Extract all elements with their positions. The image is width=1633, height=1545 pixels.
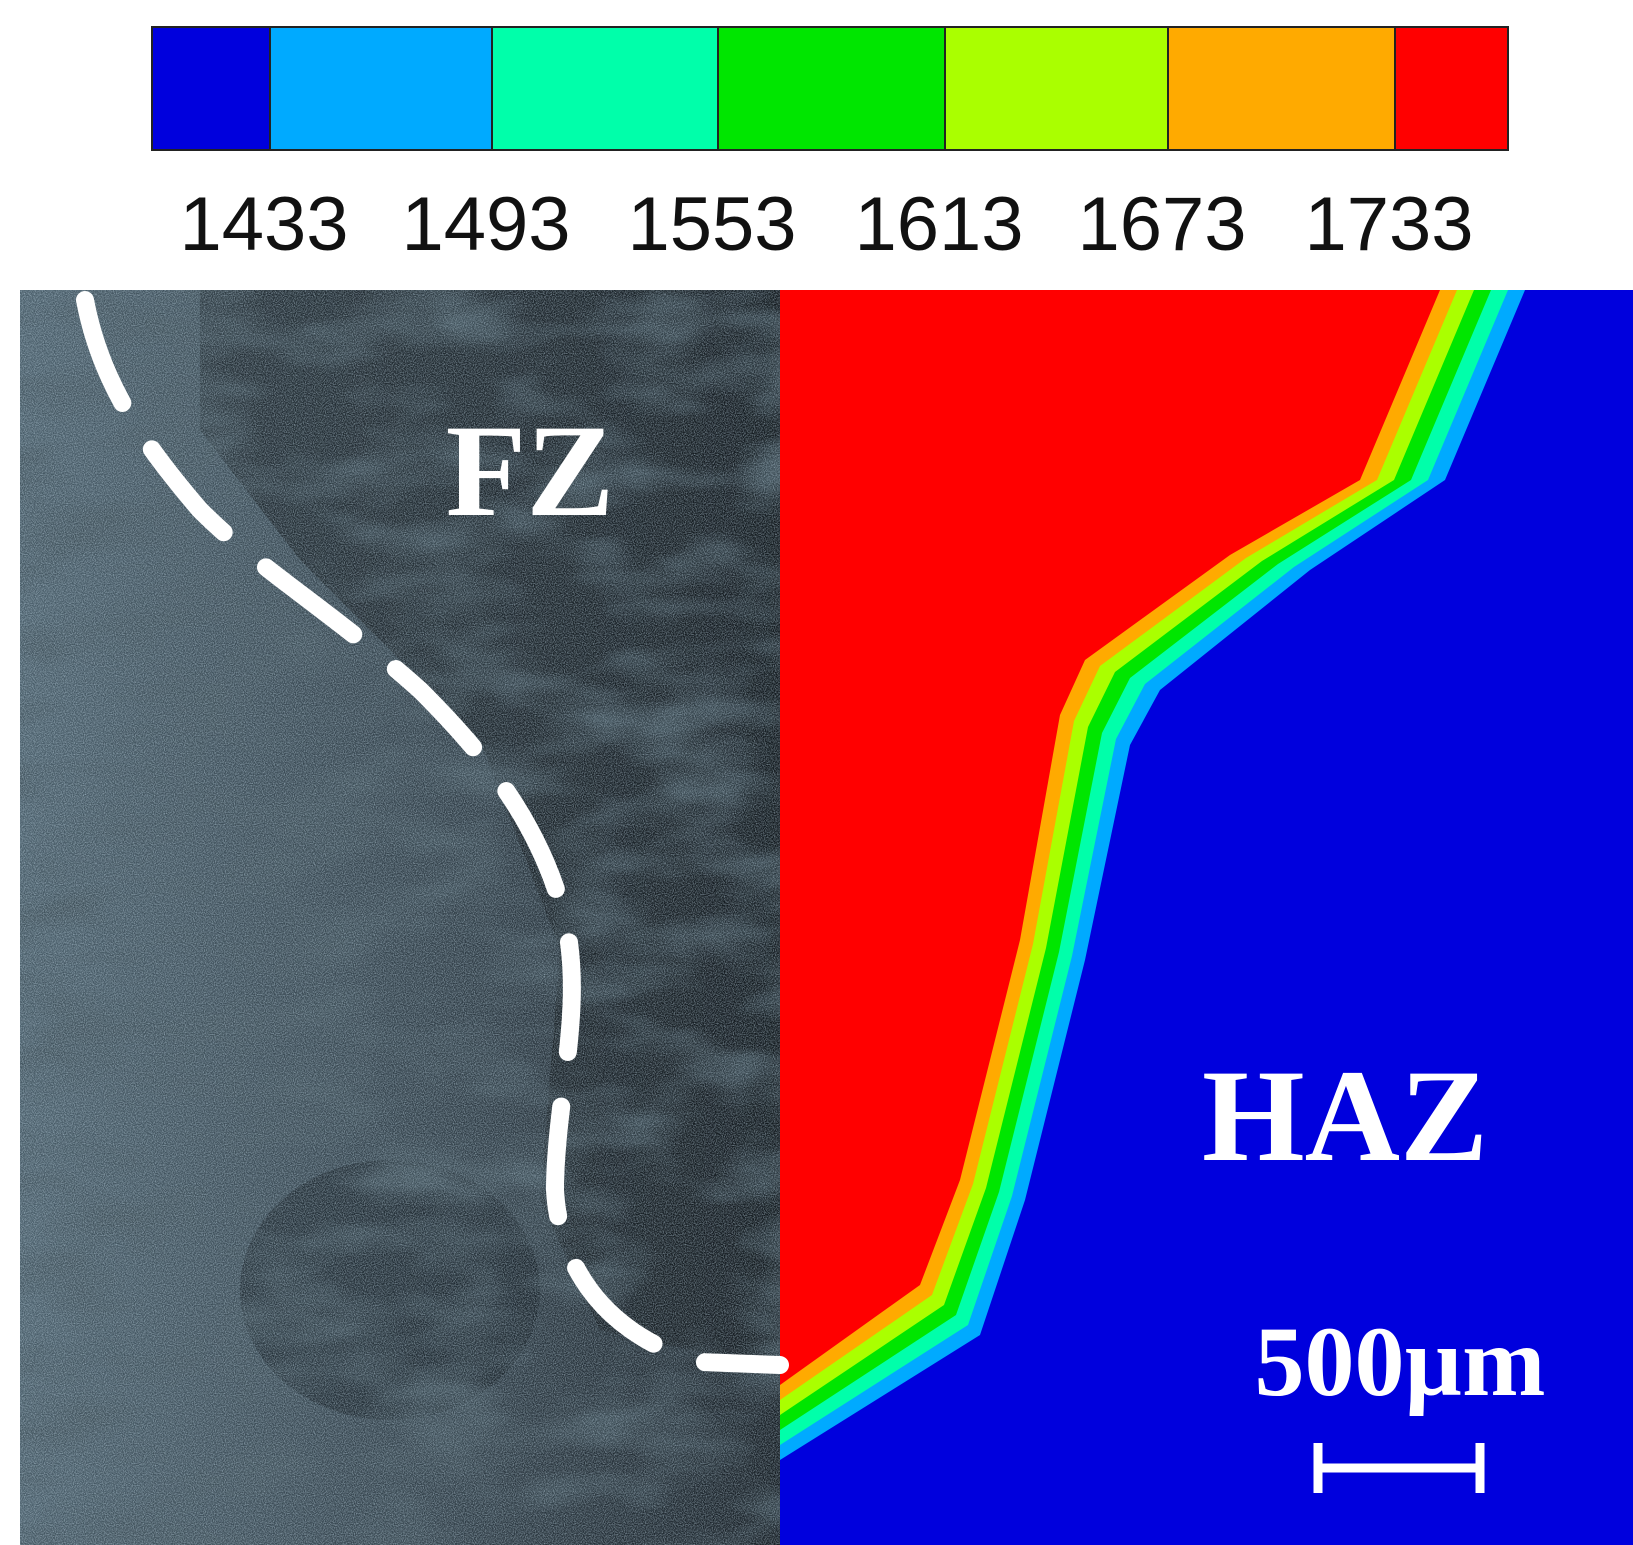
colorbar-tick-label: 1673 [1077, 182, 1246, 267]
temperature-contour [780, 290, 1633, 1545]
colorbar: 1433 1493 1553 1613 1673 1733 [151, 26, 1509, 267]
colorbar-tick-label: 1493 [401, 182, 570, 267]
colorbar-tick-label: 1553 [627, 182, 796, 267]
colorbar-tick-label: 1433 [179, 182, 348, 267]
contour-band [780, 290, 1440, 1385]
scale-bar [1313, 1443, 1485, 1493]
haz-label: HAZ [1202, 1042, 1488, 1189]
colorbar-segment [151, 26, 271, 151]
scale-bar-label: 500µm [1255, 1306, 1546, 1417]
colorbar-segment [491, 26, 719, 151]
colorbar-segment [269, 26, 493, 151]
fz-label: FZ [446, 397, 615, 544]
fusion-boundary [76, 291, 789, 1374]
micrograph [20, 290, 780, 1545]
colorbar-segment [1394, 26, 1509, 151]
colorbar-tick-label: 1733 [1304, 182, 1473, 267]
colorbar-segment [1167, 26, 1396, 151]
colorbar-segment [944, 26, 1169, 151]
colorbar-tick-label: 1613 [854, 182, 1023, 267]
colorbar-segment [717, 26, 946, 151]
